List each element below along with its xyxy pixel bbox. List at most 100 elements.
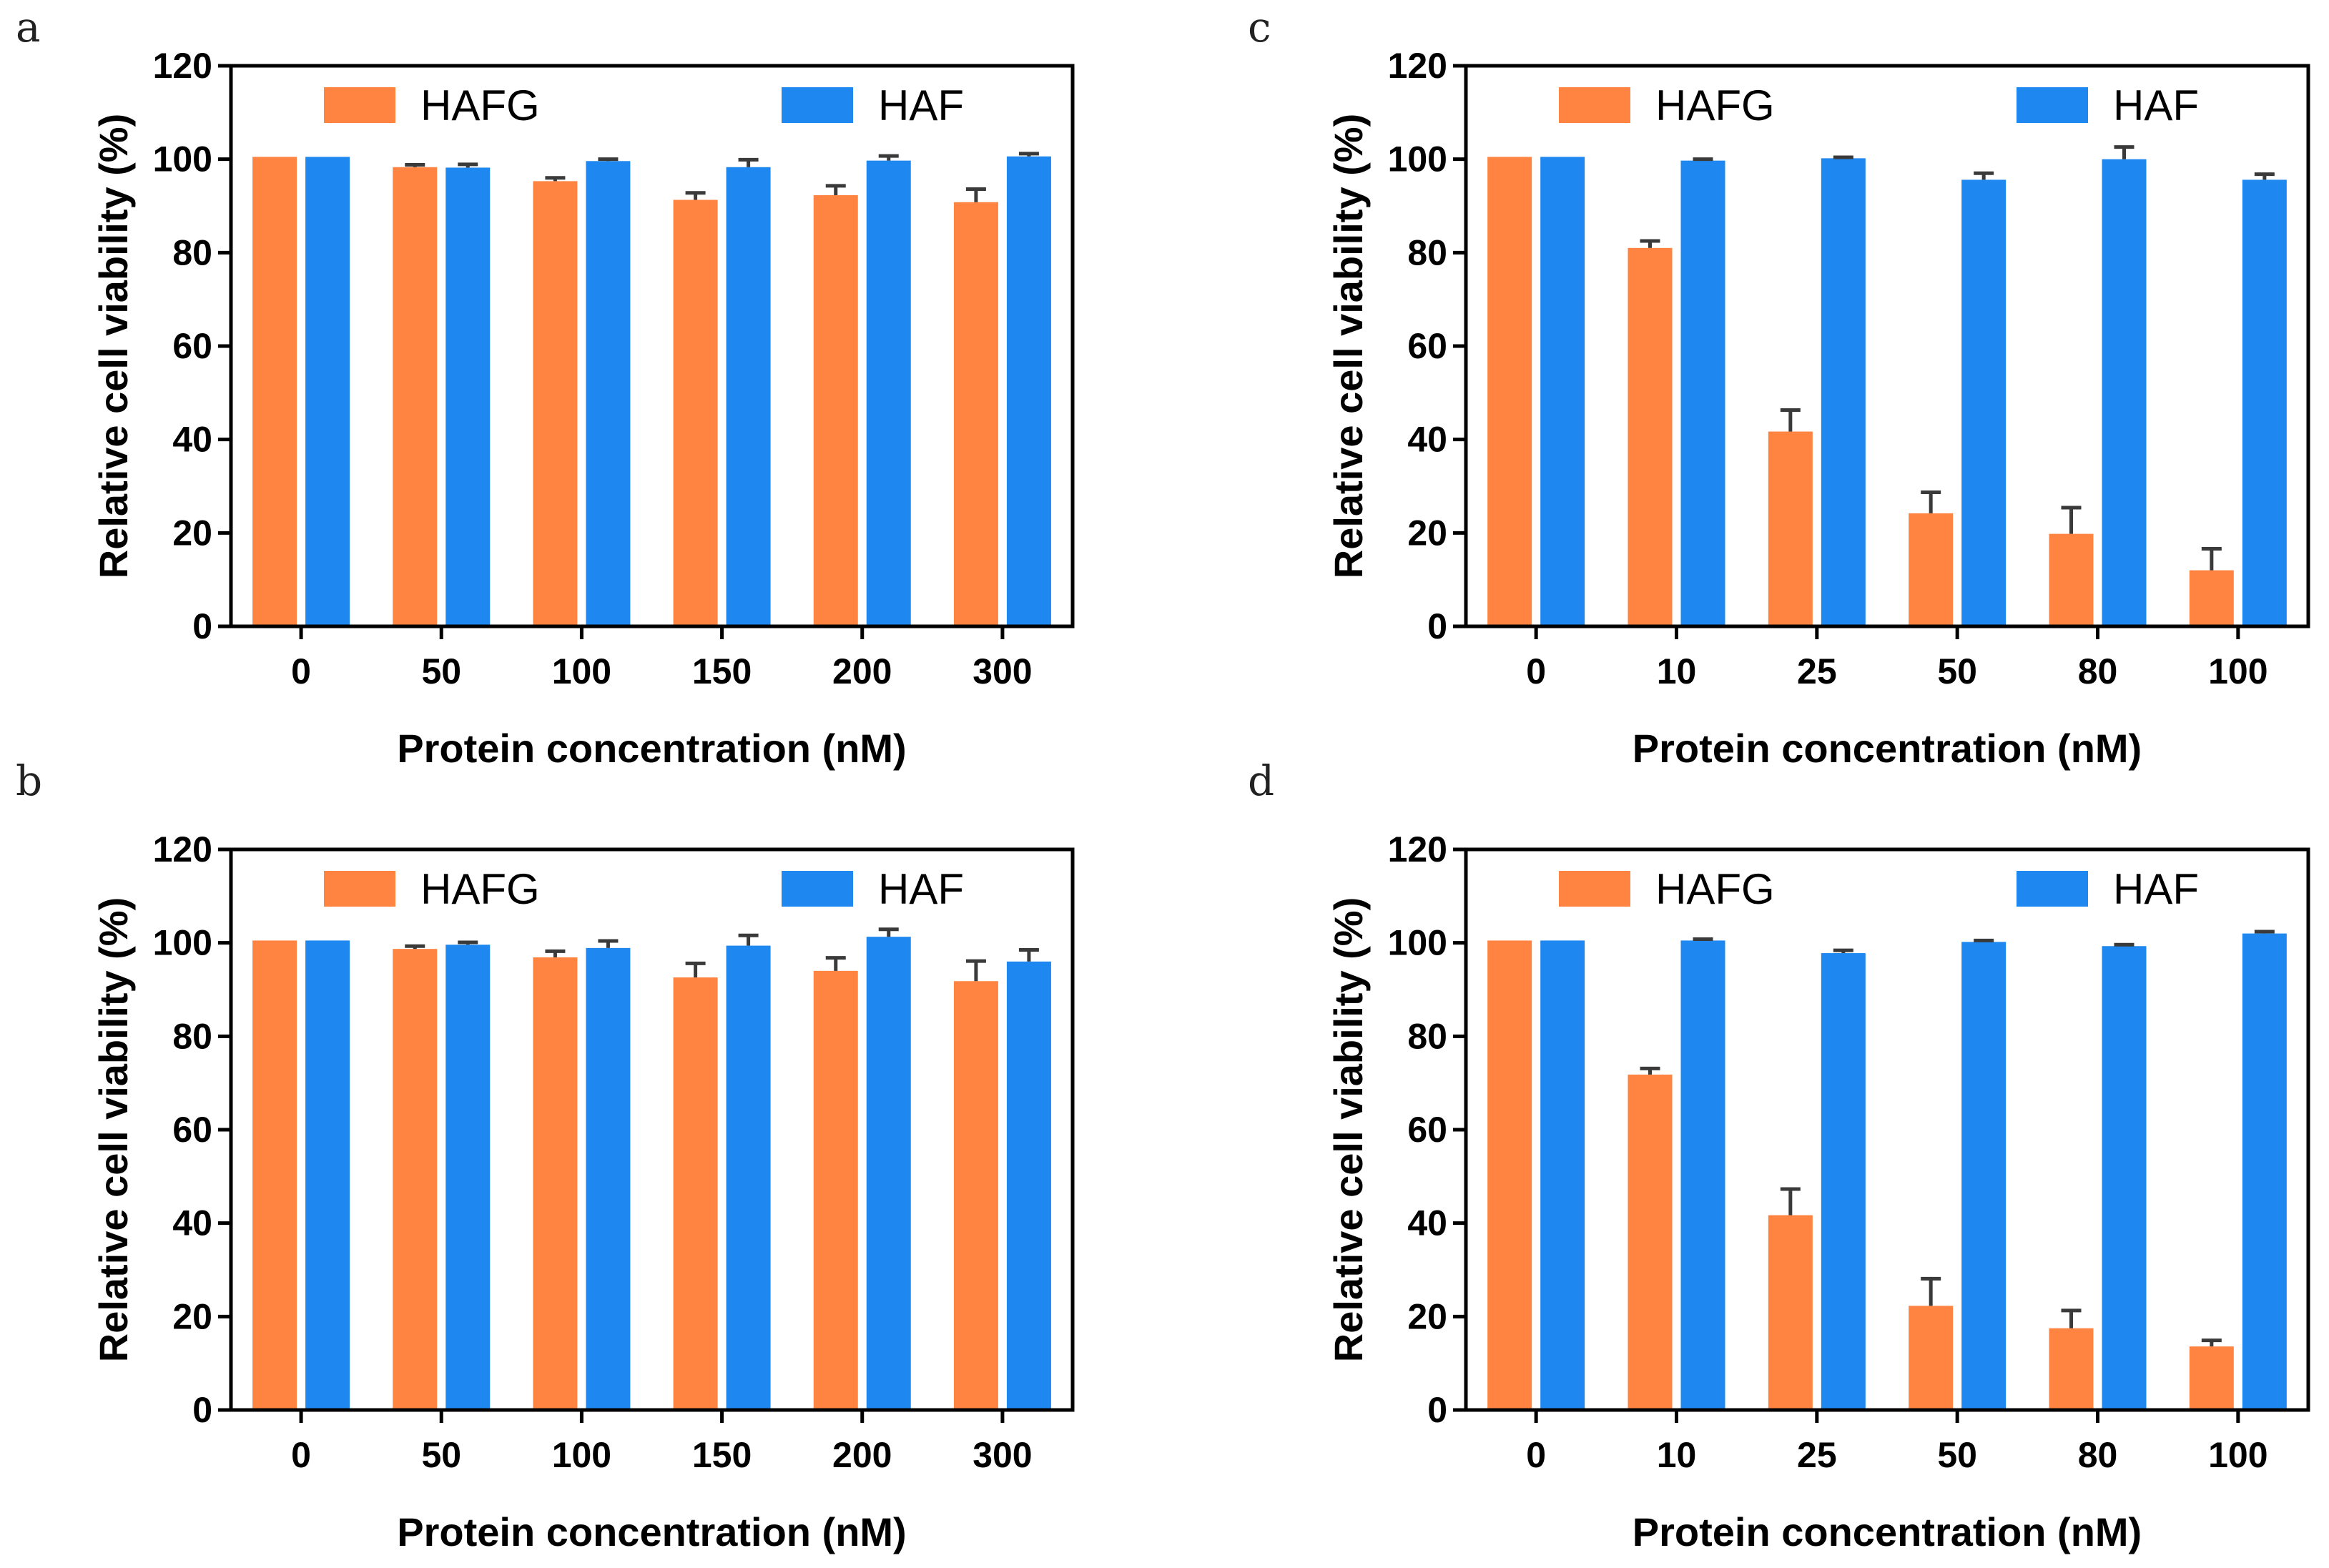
bar-hafg-0 [1487,157,1532,626]
x-tick-label: 200 [832,651,892,691]
bar-haf-10 [1680,940,1725,1410]
x-tick-label: 25 [1797,1435,1837,1475]
y-tick-label: 0 [192,1390,212,1430]
y-tick-label: 120 [153,829,212,869]
plot-frame [1464,64,2310,628]
x-tick-label: 300 [973,651,1032,691]
x-tick-label: 200 [832,1435,892,1475]
x-tick-label: 100 [552,651,611,691]
chart-panel-a: a 0 20 40 60 80 100 120 0 50 100 150 200 300 Protein c… [16,3,1075,771]
y-tick-label: 100 [153,139,212,179]
x-tick-label: 25 [1797,651,1837,691]
bar-hafg-25 [1768,431,1813,626]
chart-panel-b: b 0 20 40 60 80 100 120 0 50 100 150 200 300 Protein c… [16,756,1075,1554]
bar-haf-150 [726,945,771,1410]
y-tick-label: 20 [172,1296,212,1336]
bar-hafg-100 [2189,570,2234,626]
y-tick-label: 20 [172,513,212,553]
bar-haf-10 [1680,160,1725,627]
bar-hafg-100 [2189,1346,2234,1410]
x-tick-label: 80 [2078,1435,2118,1475]
legend-label-haf: HAF [878,865,964,913]
bar-hafg-0 [1487,940,1532,1410]
bar-haf-200 [866,160,911,627]
y-tick-label: 100 [1388,139,1447,179]
legend-label-hafg: HAFG [420,82,540,129]
y-tick-label: 40 [172,420,212,460]
bar-haf-300 [1006,156,1051,626]
x-tick-label: 0 [1526,651,1546,691]
legend-label-hafg: HAFG [1655,82,1775,129]
x-tick-label: 150 [692,651,752,691]
bar-hafg-10 [1628,1074,1673,1410]
bar-hafg-150 [673,199,718,626]
y-tick-label: 0 [1427,1390,1447,1430]
bar-haf-0 [1540,940,1585,1410]
legend-swatch-haf [2017,871,2088,907]
y-tick-label: 40 [1407,1203,1447,1243]
x-axis-title: Protein concentration (nM) [397,726,906,771]
y-tick-label: 120 [153,46,212,86]
bar-haf-25 [1821,158,1866,627]
x-axis-title: Protein concentration (nM) [1633,1509,2142,1554]
legend-label-hafg: HAFG [420,865,540,913]
bar-haf-100 [586,947,631,1410]
panel-letter: d [1248,756,1274,805]
y-tick-label: 60 [1407,326,1447,366]
bar-haf-50 [1961,179,2007,626]
bar-hafg-80 [2049,1328,2094,1410]
bar-hafg-300 [953,981,998,1410]
plot-frame [229,64,1075,628]
x-axis-title: Protein concentration (nM) [397,1509,906,1554]
y-tick-label: 120 [1388,46,1447,86]
chart-panel-d: d 0 20 40 60 80 100 120 0 10 25 50 80 100 Protein conc… [1248,756,2310,1554]
x-tick-label: 150 [692,1435,752,1475]
y-axis-title: Relative cell viability (%) [1326,897,1371,1362]
y-tick-label: 0 [192,606,212,646]
bar-hafg-50 [1909,513,1954,626]
legend-swatch-haf [782,87,853,123]
bar-hafg-25 [1768,1215,1813,1410]
x-tick-label: 300 [973,1435,1032,1475]
legend-label-haf: HAF [878,82,964,129]
bar-hafg-150 [673,977,718,1410]
y-axis-title: Relative cell viability (%) [91,114,136,578]
plot-frame [229,847,1075,1412]
bar-haf-0 [305,157,350,626]
bar-hafg-0 [252,940,297,1410]
y-tick-label: 40 [1407,420,1447,460]
bar-haf-50 [445,167,491,627]
x-tick-label: 80 [2078,651,2118,691]
bar-hafg-200 [813,970,858,1410]
x-tick-label: 100 [2208,651,2268,691]
bar-haf-150 [726,167,771,627]
x-tick-label: 50 [421,1435,461,1475]
x-tick-label: 50 [1937,651,1977,691]
y-tick-label: 100 [153,923,212,963]
bar-haf-50 [445,945,491,1410]
chart-panel-c: c 0 20 40 60 80 100 120 0 10 25 50 80 100 Protein conc… [1248,3,2310,771]
bar-haf-0 [305,940,350,1410]
legend-swatch-hafg [324,87,395,123]
y-tick-label: 80 [1407,1016,1447,1056]
plot-frame [1464,847,2310,1412]
legend-label-haf: HAF [2113,82,2199,129]
y-tick-label: 20 [1407,513,1447,553]
bar-haf-80 [2102,159,2147,626]
x-tick-label: 10 [1657,1435,1697,1475]
y-tick-label: 80 [1407,232,1447,272]
bar-haf-80 [2102,946,2147,1410]
y-tick-label: 40 [172,1203,212,1243]
y-tick-label: 60 [1407,1110,1447,1150]
bar-haf-300 [1006,961,1051,1410]
bar-haf-25 [1821,953,1866,1410]
y-tick-label: 120 [1388,829,1447,869]
y-tick-label: 100 [1388,923,1447,963]
bar-haf-100 [2242,933,2287,1410]
bar-hafg-300 [953,202,998,627]
x-tick-label: 100 [552,1435,611,1475]
y-tick-label: 20 [1407,1296,1447,1336]
legend-label-haf: HAF [2113,865,2199,913]
bar-hafg-100 [533,181,578,626]
y-tick-label: 0 [1427,606,1447,646]
